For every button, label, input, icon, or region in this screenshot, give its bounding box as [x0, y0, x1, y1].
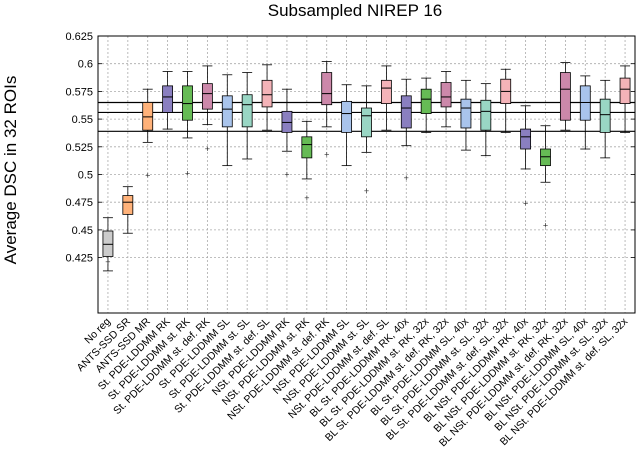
box-body [420, 88, 432, 114]
box-9 [261, 64, 273, 131]
outlier-point: + [185, 168, 190, 178]
box-body [619, 77, 631, 104]
box-16: + [400, 78, 412, 183]
box-18 [440, 71, 452, 128]
box-1: + [102, 217, 114, 272]
box-11: + [301, 120, 313, 203]
y-tick-label: 0.425 [65, 253, 93, 265]
box-body [520, 128, 532, 150]
box-27 [619, 65, 631, 133]
box-body [221, 95, 233, 128]
outlier-point: + [523, 198, 528, 208]
box-body [579, 85, 591, 121]
outlier-point: + [105, 257, 110, 267]
box-12: + [321, 61, 333, 160]
outlier-point: + [543, 220, 548, 230]
y-tick-label: 0.55 [72, 114, 93, 126]
box-body [182, 85, 193, 121]
box-body [460, 98, 472, 129]
box-3: + [142, 88, 154, 181]
y-tick-label: 0.5 [78, 170, 93, 182]
box-body [380, 79, 392, 104]
box-13 [341, 84, 353, 167]
box-body [301, 136, 313, 159]
box-22: + [520, 105, 532, 208]
box-20 [480, 83, 492, 157]
outlier-point: + [284, 170, 289, 180]
box-10: + [281, 88, 293, 180]
box-14: + [361, 85, 372, 196]
outlier-point: + [304, 193, 309, 203]
box-6: + [201, 65, 213, 154]
chart-title: Subsampled NIREP 16 [268, 1, 443, 20]
y-tick-label: 0.45 [72, 225, 93, 237]
box-24 [559, 62, 571, 131]
box-body [599, 98, 611, 133]
outlier-point: + [145, 171, 150, 181]
y-tick-label: 0.575 [65, 86, 93, 98]
box-body [261, 79, 273, 108]
box-5: + [182, 71, 193, 178]
outlier-point: + [324, 150, 329, 160]
box-body [281, 110, 293, 133]
box-25 [579, 75, 591, 150]
box-23: + [540, 125, 551, 230]
box-body [440, 82, 452, 108]
box-body [341, 100, 353, 133]
box-26 [599, 79, 611, 159]
outlier-point: + [404, 173, 409, 183]
box-17 [420, 77, 432, 133]
box-7 [221, 74, 233, 167]
y-tick-label: 0.6 [78, 59, 93, 71]
box-body [559, 72, 571, 121]
y-tick-label: 0.625 [65, 31, 93, 43]
box-body [361, 107, 372, 138]
box-body [201, 83, 213, 110]
y-tick-label: 0.475 [65, 197, 93, 209]
box-body [241, 94, 253, 128]
box-15 [380, 65, 392, 131]
box-body [122, 195, 134, 215]
outlier-point: + [364, 186, 369, 196]
box-body [480, 99, 492, 131]
box-4 [162, 71, 174, 130]
box-body [162, 85, 174, 113]
box-body [540, 148, 551, 167]
y-tick-label: 0.525 [65, 142, 93, 154]
box-21 [500, 68, 512, 133]
box-body [102, 230, 114, 257]
box-8 [241, 72, 253, 160]
box-body [400, 95, 412, 129]
plot-area: 0.425 0.45 0.475 0.5 0.525 0.55 0.575 0.6 0.625 +… [65, 31, 636, 449]
outlier-point: + [205, 144, 210, 154]
y-axis-label: Average DSC in 32 ROIs [1, 76, 20, 265]
box-2 [122, 186, 134, 234]
box-body [321, 72, 333, 106]
box-19 [460, 79, 472, 151]
plot-frame [97, 35, 636, 314]
box-body [142, 102, 154, 131]
